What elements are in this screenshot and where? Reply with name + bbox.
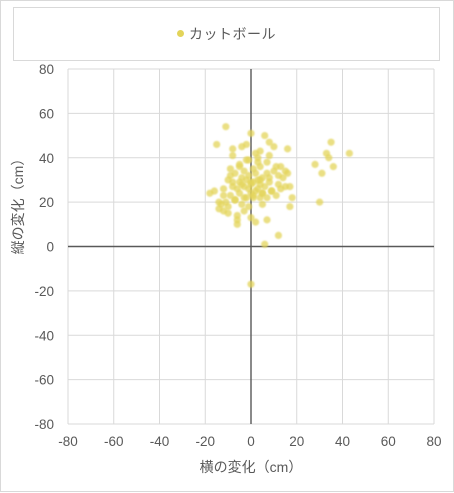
data-point <box>219 191 228 200</box>
data-point <box>238 180 246 188</box>
data-point <box>263 216 271 224</box>
data-point <box>226 165 235 173</box>
y-tick-label: -60 <box>34 373 54 388</box>
data-point <box>261 240 269 248</box>
x-axis-title: 横の変化（cm） <box>200 459 303 475</box>
data-point <box>247 178 255 186</box>
data-point <box>274 171 283 180</box>
legend-label: カットボール <box>189 26 276 42</box>
y-tick-label: 40 <box>39 151 54 166</box>
x-tick-label: -60 <box>104 434 124 449</box>
data-point <box>277 185 285 193</box>
data-point <box>265 138 273 146</box>
data-point <box>235 189 244 197</box>
data-point <box>270 143 278 151</box>
y-tick-label: 0 <box>46 240 54 255</box>
data-point <box>240 167 248 175</box>
data-point <box>242 140 251 149</box>
data-point <box>254 154 262 162</box>
data-point <box>233 211 241 220</box>
y-tick-labels: -80 -60 -40 -20 0 20 40 60 80 <box>34 62 54 432</box>
legend: カットボール <box>13 7 440 61</box>
y-tick-label: 60 <box>39 106 54 121</box>
data-point <box>256 176 264 184</box>
data-point <box>272 191 280 200</box>
x-tick-label: 40 <box>335 434 350 449</box>
data-point <box>247 214 255 222</box>
data-point <box>229 151 237 160</box>
data-point <box>288 194 296 202</box>
data-point <box>272 163 280 171</box>
x-tick-label: 0 <box>247 434 255 449</box>
data-point <box>256 163 264 171</box>
data-point <box>240 194 248 202</box>
data-point <box>284 145 292 153</box>
y-tick-label: -80 <box>34 417 54 432</box>
data-point <box>231 196 239 204</box>
data-point <box>318 169 326 177</box>
data-point <box>222 198 230 206</box>
axis-lines <box>68 69 434 424</box>
data-point <box>311 160 319 169</box>
data-point <box>213 140 221 149</box>
data-point <box>345 149 353 157</box>
data-point <box>263 194 271 202</box>
y-tick-label: -40 <box>34 328 54 343</box>
x-tick-label: 60 <box>381 434 396 449</box>
data-point <box>251 218 260 226</box>
y-tick-label: -20 <box>34 284 54 299</box>
data-point <box>267 187 276 195</box>
y-tick-label: 20 <box>39 195 54 210</box>
data-point <box>233 220 241 228</box>
x-tick-labels: -80 -60 -40 -20 0 20 40 60 80 <box>58 434 441 449</box>
legend-marker-icon <box>177 30 184 37</box>
data-point <box>286 202 294 211</box>
x-tick-label: 20 <box>289 434 304 449</box>
data-point <box>229 182 237 191</box>
data-point <box>316 198 324 206</box>
data-point <box>263 158 271 166</box>
data-point <box>240 207 248 215</box>
x-tick-label: -20 <box>195 434 215 449</box>
data-point <box>210 187 218 195</box>
data-point <box>222 123 230 131</box>
data-point <box>251 169 260 177</box>
data-point <box>231 169 239 177</box>
data-point <box>245 202 253 211</box>
data-point <box>256 147 264 155</box>
y-axis-title: 縦の変化（cm） <box>10 152 26 255</box>
data-point <box>329 163 337 171</box>
data-point <box>226 191 235 200</box>
data-point <box>327 138 335 146</box>
data-point <box>245 171 253 180</box>
data-point <box>258 200 267 208</box>
data-point <box>229 145 237 153</box>
x-tick-label: -40 <box>150 434 170 449</box>
data-points <box>206 123 353 288</box>
data-point <box>286 182 294 191</box>
data-point <box>219 185 228 193</box>
data-point <box>265 174 273 182</box>
data-point <box>265 151 273 160</box>
data-point <box>247 280 255 288</box>
data-point <box>219 207 228 215</box>
data-point <box>249 191 257 200</box>
data-point <box>274 231 283 240</box>
data-point <box>261 182 269 191</box>
data-point <box>247 129 255 137</box>
data-point <box>258 189 267 197</box>
x-tick-label: 80 <box>426 434 441 449</box>
data-point <box>235 160 244 169</box>
data-point <box>238 200 246 208</box>
data-point <box>325 154 333 162</box>
data-point <box>261 131 269 140</box>
y-tick-label: 80 <box>39 62 54 77</box>
data-point <box>281 167 289 175</box>
data-point <box>245 156 253 164</box>
x-tick-label: -80 <box>58 434 78 449</box>
